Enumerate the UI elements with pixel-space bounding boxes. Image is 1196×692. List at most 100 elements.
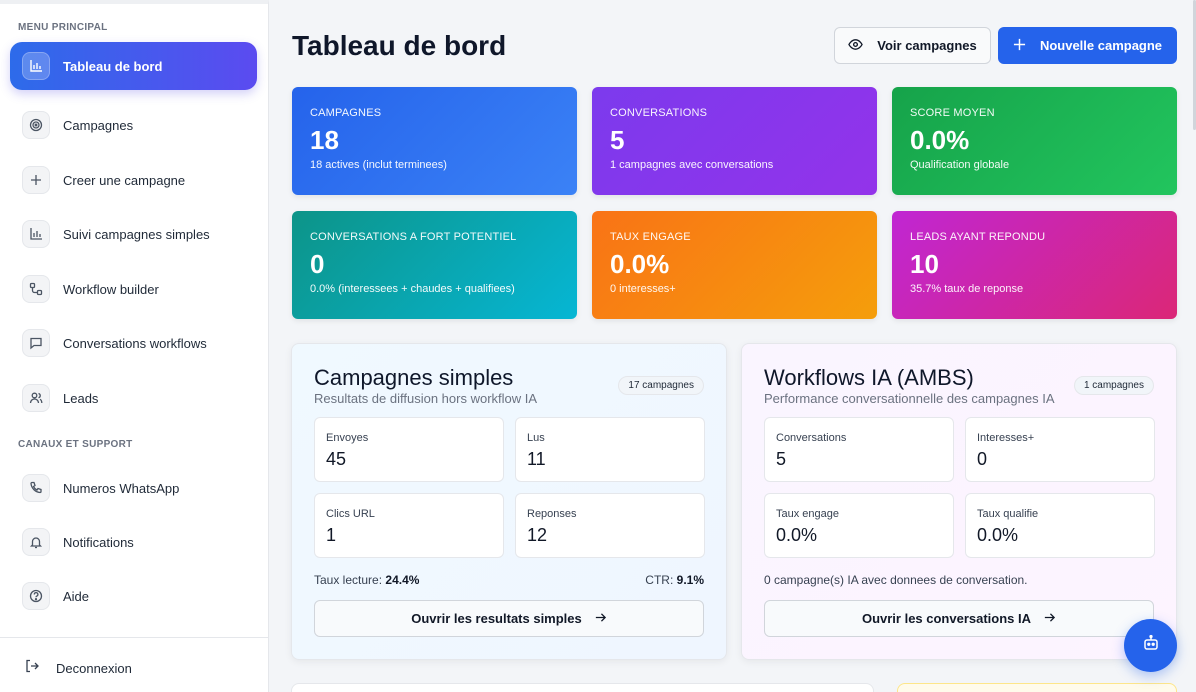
panel-subtitle: Resultats de diffusion hors workflow IA bbox=[314, 391, 538, 406]
bottom-card-right bbox=[897, 683, 1177, 692]
stat-card-leads-replied: LEADS AYANT REPONDU 10 35.7% taux de rep… bbox=[892, 211, 1177, 319]
stat-subtitle: 35.7% taux de reponse bbox=[910, 283, 1024, 295]
plus-icon bbox=[22, 166, 50, 194]
metric-qualified-rate: Taux qualifie 0.0% bbox=[965, 493, 1155, 558]
open-ai-conversations-button[interactable]: Ouvrir les conversations IA bbox=[764, 600, 1154, 637]
logout-button[interactable]: Deconnexion bbox=[24, 658, 132, 679]
sidebar-item-leads[interactable]: Leads bbox=[10, 374, 257, 422]
stat-title: CONVERSATIONS bbox=[610, 107, 708, 119]
open-simple-results-button[interactable]: Ouvrir les resultats simples bbox=[314, 600, 704, 637]
panel-title: Workflows IA (AMBS) bbox=[764, 365, 974, 390]
view-campaigns-button[interactable]: Voir campagnes bbox=[834, 27, 991, 64]
stat-card-engaged-rate: TAUX ENGAGE 0.0% 0 interesses+ bbox=[592, 211, 877, 319]
metric-replies: Reponses 12 bbox=[515, 493, 705, 558]
sidebar-item-label: Numeros WhatsApp bbox=[63, 480, 180, 496]
metric-label: Reponses bbox=[527, 508, 577, 520]
open-simple-results-label: Ouvrir les resultats simples bbox=[411, 611, 582, 626]
read-rate-label: Taux lecture: bbox=[314, 573, 383, 587]
sidebar-item-help[interactable]: Aide bbox=[10, 572, 257, 620]
bottom-card-left bbox=[291, 683, 874, 692]
sidebar-item-label: Leads bbox=[63, 390, 99, 406]
users-icon bbox=[22, 384, 50, 412]
sidebar-item-conversations[interactable]: Conversations workflows bbox=[10, 319, 257, 367]
assistant-button[interactable] bbox=[1124, 619, 1177, 672]
help-icon bbox=[22, 582, 50, 610]
open-ai-conversations-label: Ouvrir les conversations IA bbox=[861, 611, 1032, 626]
metric-label: Envoyes bbox=[326, 432, 369, 444]
view-campaigns-label: Voir campagnes bbox=[877, 38, 977, 53]
metric-sent: Envoyes 45 bbox=[314, 417, 504, 482]
section-title-main: MENU PRINCIPAL bbox=[18, 22, 108, 33]
metric-label: Lus bbox=[527, 432, 545, 444]
sidebar-item-whatsapp-numbers[interactable]: Numeros WhatsApp bbox=[10, 464, 257, 512]
stat-subtitle: 0.0% (interessees + chaudes + qualifiees… bbox=[310, 283, 515, 295]
sidebar-item-label: Tableau de bord bbox=[63, 58, 163, 74]
stat-value: 5 bbox=[610, 125, 625, 155]
sidebar-item-label: Workflow builder bbox=[63, 281, 159, 297]
stat-value: 0.0% bbox=[610, 249, 670, 279]
sidebar-item-label: Conversations workflows bbox=[63, 335, 207, 351]
sidebar-item-create-campaign[interactable]: Creer une campagne bbox=[10, 156, 257, 204]
campaign-count-badge: 1 campagnes bbox=[1073, 376, 1154, 395]
bar-chart-icon bbox=[22, 220, 50, 248]
stat-value: 0 bbox=[310, 249, 325, 279]
metric-value: 12 bbox=[527, 525, 548, 545]
read-rate: Taux lecture: 24.4% bbox=[314, 573, 419, 587]
sidebar-item-dashboard[interactable]: Tableau de bord bbox=[10, 42, 257, 90]
sidebar-item-workflow-builder[interactable]: Workflow builder bbox=[10, 265, 257, 313]
stat-subtitle: 1 campagnes avec conversations bbox=[610, 159, 774, 171]
metric-value: 1 bbox=[326, 525, 337, 545]
page-title: Tableau de bord bbox=[292, 30, 507, 61]
sidebar-item-label: Creer une campagne bbox=[63, 172, 186, 188]
sidebar-divider bbox=[0, 637, 268, 638]
stat-subtitle: 0 interesses+ bbox=[610, 283, 676, 295]
new-campaign-label: Nouvelle campagne bbox=[1039, 38, 1163, 53]
sidebar-item-notifications[interactable]: Notifications bbox=[10, 518, 257, 566]
metric-value: 11 bbox=[527, 449, 546, 469]
workflow-icon bbox=[22, 275, 50, 303]
stat-title: SCORE MOYEN bbox=[910, 107, 995, 119]
stat-title: CONVERSATIONS A FORT POTENTIEL bbox=[310, 231, 517, 243]
sidebar-item-simple-tracking[interactable]: Suivi campagnes simples bbox=[10, 210, 257, 258]
sidebar-item-label: Suivi campagnes simples bbox=[63, 226, 210, 242]
bar-chart-icon bbox=[22, 52, 50, 80]
metric-label: Taux engage bbox=[776, 508, 839, 520]
ctr: CTR: 9.1% bbox=[645, 573, 704, 587]
eye-icon bbox=[848, 37, 877, 55]
metric-label: Clics URL bbox=[326, 508, 375, 520]
sidebar-item-label: Notifications bbox=[63, 534, 134, 550]
arrow-right-icon bbox=[582, 611, 607, 627]
stat-subtitle: Qualification globale bbox=[910, 159, 1010, 171]
sidebar-item-campagnes[interactable]: Campagnes bbox=[10, 101, 257, 149]
ctr-label: CTR: bbox=[645, 573, 674, 587]
ai-note: 0 campagne(s) IA avec donnees de convers… bbox=[764, 573, 1028, 587]
ai-workflows-panel: Workflows IA (AMBS) Performance conversa… bbox=[741, 343, 1177, 660]
stat-card-conversations: CONVERSATIONS 5 1 campagnes avec convers… bbox=[592, 87, 877, 195]
panel-subtitle: Performance conversationnelle des campag… bbox=[764, 391, 1055, 406]
bell-icon bbox=[22, 528, 50, 556]
stat-card-campaigns: CAMPAGNES 18 18 actives (inclut terminee… bbox=[292, 87, 577, 195]
simple-campaigns-panel: Campagnes simples Resultats de diffusion… bbox=[291, 343, 727, 660]
stat-value: 0.0% bbox=[910, 125, 970, 155]
metric-value: 5 bbox=[776, 449, 787, 469]
metric-interested: Interesses+ 0 bbox=[965, 417, 1155, 482]
metric-value: 0.0% bbox=[977, 525, 1019, 545]
stat-value: 18 bbox=[310, 125, 339, 155]
sidebar-item-label: Campagnes bbox=[63, 117, 134, 133]
read-rate-value: 24.4% bbox=[385, 573, 420, 587]
ctr-value: 9.1% bbox=[676, 573, 704, 587]
metric-value: 0.0% bbox=[776, 525, 818, 545]
metric-read: Lus 11 bbox=[515, 417, 705, 482]
metric-label: Conversations bbox=[776, 432, 847, 444]
metric-label: Taux qualifie bbox=[977, 508, 1039, 520]
target-icon bbox=[22, 111, 50, 139]
new-campaign-button[interactable]: Nouvelle campagne bbox=[998, 27, 1177, 64]
arrow-right-icon bbox=[1031, 611, 1056, 627]
stat-value: 10 bbox=[910, 249, 939, 279]
scrollbar[interactable] bbox=[1193, 0, 1196, 130]
logout-label: Deconnexion bbox=[56, 661, 132, 676]
metric-value: 0 bbox=[977, 449, 988, 469]
metric-value: 45 bbox=[326, 449, 347, 469]
stat-subtitle: 18 actives (inclut terminees) bbox=[310, 159, 447, 171]
metric-label: Interesses+ bbox=[977, 432, 1035, 444]
